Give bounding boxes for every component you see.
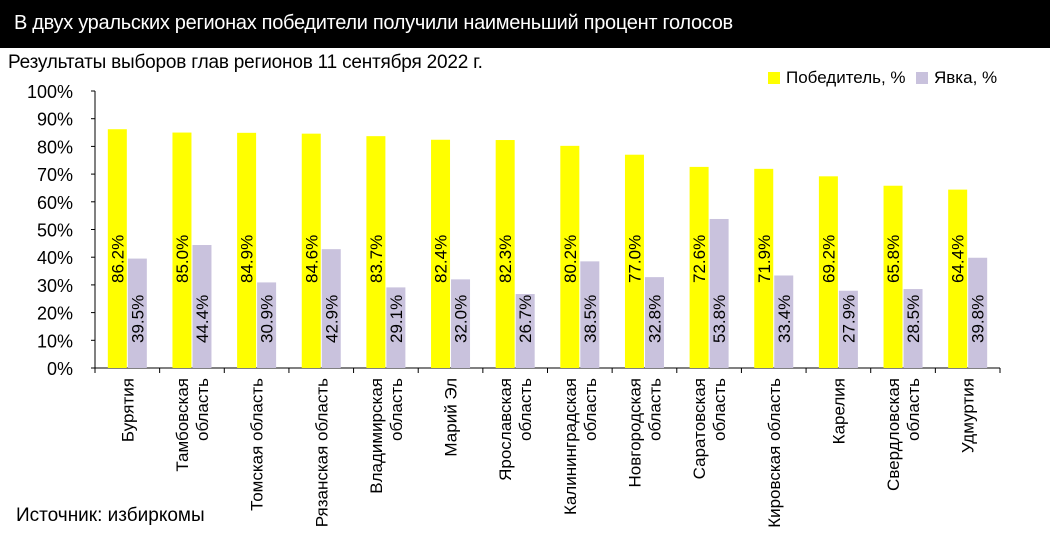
x-category-label: Рязанская область — [312, 378, 331, 527]
legend-label-turnout: Явка, % — [934, 68, 998, 87]
bar-turnout — [192, 245, 212, 368]
header-bar: В двух уральских регионах победители пол… — [0, 0, 1050, 48]
bar-turnout — [838, 290, 858, 368]
bar-winner — [754, 168, 774, 368]
data-label-winner: 84.6% — [302, 235, 321, 283]
data-label-turnout: 44.4% — [193, 295, 212, 343]
data-label-turnout: 53.8% — [710, 295, 729, 343]
bar-turnout — [451, 279, 471, 368]
data-label-winner: 85.0% — [173, 235, 192, 283]
legend-item-turnout: Явка, % — [916, 68, 997, 88]
x-category-label: Владимирская — [367, 378, 386, 494]
bar-winner — [818, 176, 838, 368]
bar-winner — [495, 140, 515, 368]
data-label-turnout: 38.5% — [581, 295, 600, 343]
data-label-winner: 64.4% — [949, 235, 968, 283]
bar-winner — [560, 145, 580, 368]
data-label-turnout: 28.5% — [904, 295, 923, 343]
data-label-winner: 82.4% — [432, 235, 451, 283]
data-label-turnout: 32.8% — [645, 295, 664, 343]
data-label-winner: 69.2% — [819, 235, 838, 283]
x-category-label: область — [904, 378, 923, 441]
y-tick-label: 90% — [37, 110, 73, 130]
bar-winner — [237, 132, 257, 368]
data-label-winner: 86.2% — [108, 235, 127, 283]
y-tick-label: 100% — [27, 82, 73, 102]
x-category-label: Тамбовская — [173, 378, 192, 472]
data-label-turnout: 29.1% — [387, 295, 406, 343]
legend-swatch-winner — [768, 72, 780, 84]
x-category-label: Калининградская — [561, 378, 580, 515]
legend-item-winner: Победитель, % — [768, 68, 906, 88]
data-label-winner: 82.3% — [496, 235, 515, 283]
bar-turnout — [127, 258, 147, 368]
bar-turnout — [386, 287, 406, 368]
data-label-turnout: 39.8% — [969, 295, 988, 343]
y-tick-label: 60% — [37, 193, 73, 213]
bar-winner — [366, 136, 386, 368]
x-category-label: Саратовская — [690, 378, 709, 479]
y-tick-label: 50% — [37, 221, 73, 241]
bar-winner — [624, 154, 644, 368]
y-tick-label: 80% — [37, 137, 73, 157]
legend-swatch-turnout — [916, 72, 928, 84]
bar-winner — [301, 133, 321, 368]
data-label-winner: 71.9% — [755, 235, 774, 283]
x-category-label: Бурятия — [118, 378, 137, 442]
bar-winner — [948, 189, 968, 368]
data-label-turnout: 30.9% — [258, 295, 277, 343]
bar-turnout — [903, 289, 923, 368]
bar-winner — [883, 185, 903, 368]
y-tick-label: 20% — [37, 304, 73, 324]
x-category-label: область — [645, 378, 664, 441]
chart-subtitle: Результаты выборов глав регионов 11 сент… — [8, 52, 483, 73]
bar-turnout — [321, 249, 341, 368]
data-label-winner: 83.7% — [367, 235, 386, 283]
bar-winner — [689, 166, 709, 368]
y-tick-label: 70% — [37, 165, 73, 185]
x-category-label: область — [193, 378, 212, 441]
bar-turnout — [257, 282, 277, 368]
x-category-label: область — [581, 378, 600, 441]
data-label-turnout: 26.7% — [516, 295, 535, 343]
source-note: Источник: избиркомы — [16, 505, 205, 526]
data-label-winner: 84.9% — [238, 235, 257, 283]
bar-winner — [172, 132, 192, 368]
data-label-turnout: 33.4% — [775, 295, 794, 343]
x-category-label: область — [516, 378, 535, 441]
data-label-turnout: 32.0% — [452, 295, 471, 343]
x-category-label: Ярославская — [496, 378, 515, 481]
x-category-label: Томская область — [248, 378, 267, 511]
bar-winner — [107, 129, 127, 368]
x-category-label: область — [387, 378, 406, 441]
x-category-label: Кировская область — [765, 378, 784, 528]
bar-turnout — [774, 275, 794, 368]
bar-turnout — [968, 257, 988, 368]
y-tick-label: 30% — [37, 276, 73, 296]
x-category-label: Новгородская — [625, 378, 644, 487]
data-label-winner: 77.0% — [625, 235, 644, 283]
bar-winner — [431, 139, 451, 368]
page-title: В двух уральских регионах победители пол… — [14, 12, 733, 34]
data-label-turnout: 39.5% — [128, 295, 147, 343]
y-tick-label: 0% — [47, 359, 73, 379]
bar-turnout — [515, 294, 535, 368]
x-category-label: Карелия — [829, 378, 848, 444]
data-label-winner: 65.8% — [884, 235, 903, 283]
x-category-label: Удмуртия — [959, 378, 978, 453]
data-label-turnout: 42.9% — [322, 295, 341, 343]
legend-label-winner: Победитель, % — [786, 68, 906, 87]
data-label-winner: 72.6% — [690, 235, 709, 283]
bar-turnout — [580, 261, 600, 368]
bar-turnout — [709, 218, 729, 368]
data-label-winner: 80.2% — [561, 235, 580, 283]
bar-turnout — [644, 277, 664, 368]
y-tick-label: 10% — [37, 331, 73, 351]
x-category-label: область — [710, 378, 729, 441]
y-tick-label: 40% — [37, 248, 73, 268]
data-label-turnout: 27.9% — [839, 295, 858, 343]
x-category-label: Свердловская — [884, 378, 903, 491]
x-category-label: Марий Эл — [442, 378, 461, 457]
